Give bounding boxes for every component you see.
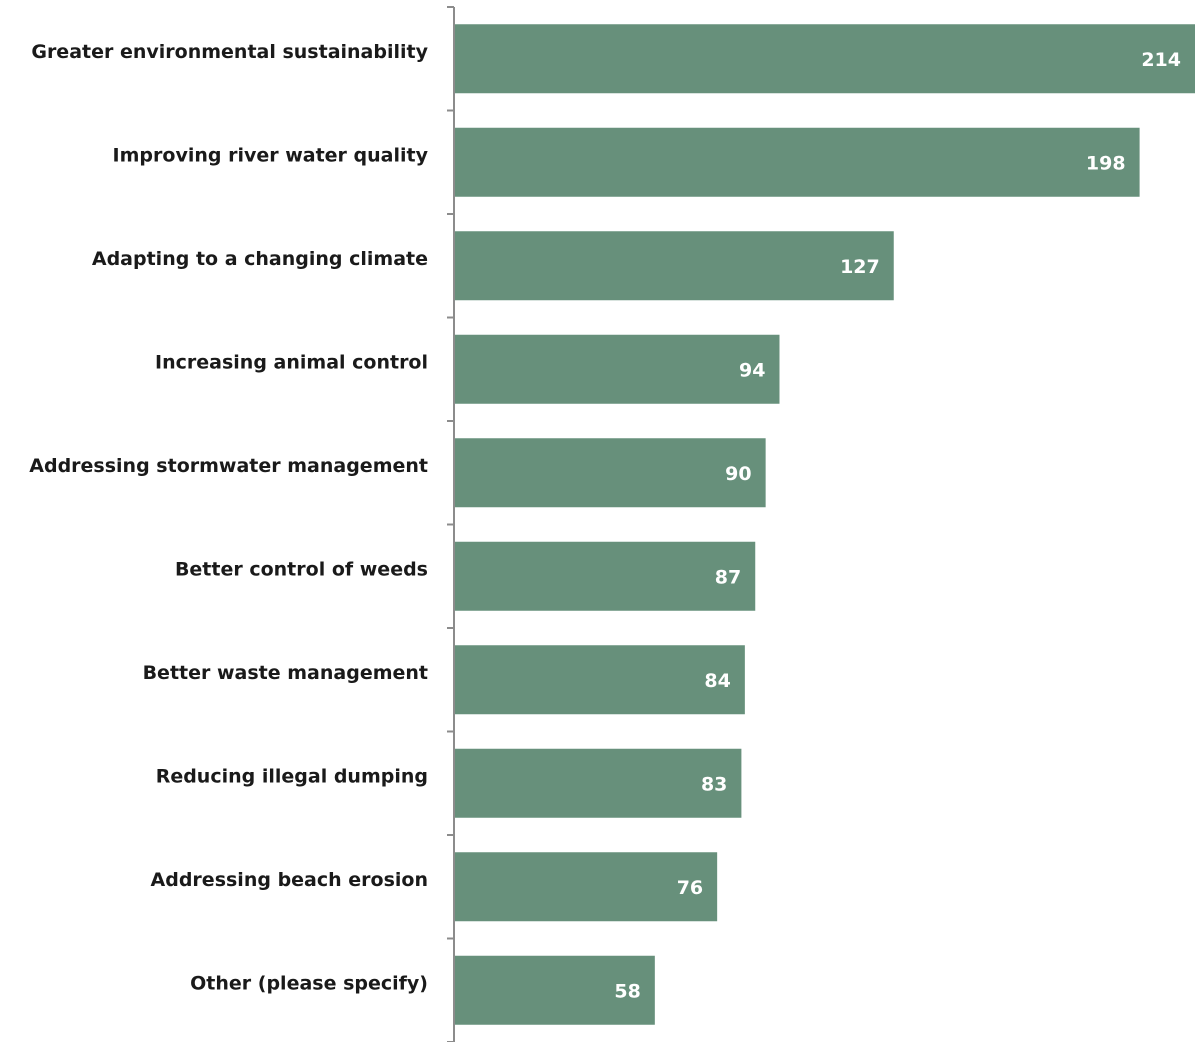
bar-6 [454,645,745,715]
data-label-4: 90 [725,463,751,485]
data-label-2: 127 [840,256,880,278]
bar-4 [454,438,766,508]
category-label-6: Better waste management [143,662,428,684]
data-label-3: 94 [739,359,765,381]
bar-3 [454,334,780,404]
bar-0 [454,24,1195,94]
category-label-2: Adapting to a changing climate [92,248,428,270]
bar-1 [454,127,1140,197]
category-label-4: Addressing stormwater management [29,455,428,477]
bar-5 [454,541,756,611]
category-label-5: Better control of weeds [175,558,428,580]
category-label-8: Addressing beach erosion [151,869,428,891]
category-label-9: Other (please specify) [190,972,428,994]
bars-group: 214 198 127 94 90 87 84 83 76 58 [454,24,1195,1025]
bar-2 [454,231,894,301]
data-label-8: 76 [677,877,703,899]
data-label-0: 214 [1141,49,1181,71]
category-label-1: Improving river water quality [113,144,429,166]
data-label-1: 198 [1086,152,1126,174]
category-label-3: Increasing animal control [155,351,428,373]
category-labels-group: Greater environmental sustainability Impr… [29,41,428,995]
category-label-7: Reducing illegal dumping [156,765,428,787]
bar-7 [454,748,742,818]
bar-9 [454,955,655,1025]
data-label-7: 83 [701,773,727,795]
category-label-0: Greater environmental sustainability [31,41,428,63]
data-label-5: 87 [715,566,741,588]
data-label-9: 58 [614,980,640,1002]
data-label-6: 84 [704,670,730,692]
category-axis [447,6,455,1042]
bar-8 [454,852,718,922]
